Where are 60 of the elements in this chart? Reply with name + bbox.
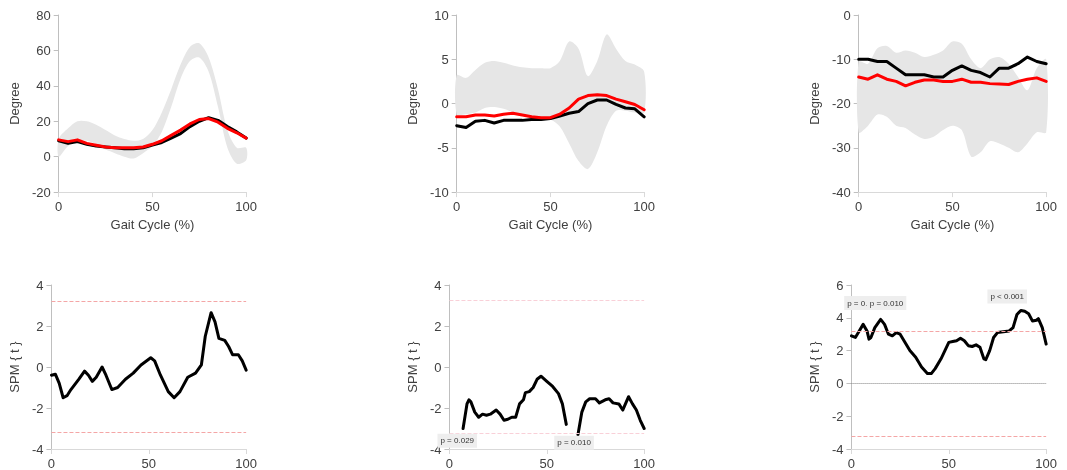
y-tick-label: 4 <box>836 310 844 326</box>
x-tick-label: 100 <box>1035 199 1058 215</box>
y-tick-label: 40 <box>36 78 51 94</box>
y-tick-label: 0 <box>441 96 449 112</box>
y-tick-label: -4 <box>31 441 44 457</box>
annotation: p = 0.010 <box>557 438 592 448</box>
x-tick-label: 100 <box>633 456 656 470</box>
y-axis-title: Degree <box>807 82 822 125</box>
y-tick-label: -40 <box>831 184 851 200</box>
x-axis-title: Gait Cycle (%) <box>910 217 995 232</box>
y-tick-label: 80 <box>36 7 51 23</box>
x-tick-label: 50 <box>543 199 558 215</box>
y-tick-label: 5 <box>441 51 449 67</box>
y-tick-label: 0 <box>36 359 44 375</box>
y-tick-label: 20 <box>36 113 51 129</box>
annotation: p = 0.029 <box>440 436 475 446</box>
y-tick-label: -30 <box>831 140 851 156</box>
y-tick-label: -5 <box>437 140 449 156</box>
y-tick-label: -2 <box>831 408 844 424</box>
y-tick-label: -10 <box>429 184 449 200</box>
x-tick-label: 50 <box>945 199 960 215</box>
y-axis-title: Degree <box>405 82 420 125</box>
x-tick-label: 100 <box>633 199 656 215</box>
y-tick-label: 4 <box>36 277 44 293</box>
x-axis-title: Gait Cycle (%) <box>110 217 195 232</box>
x-tick-label: 100 <box>235 199 258 215</box>
annotation: p = 0.010 <box>869 298 904 308</box>
y-tick-label: -4 <box>831 441 844 457</box>
annotation: p < 0.001 <box>990 291 1025 301</box>
y-axis-title: SPM { t } <box>405 340 420 393</box>
y-axis-title: SPM { t } <box>7 340 22 393</box>
y-tick-label: 0 <box>43 149 51 165</box>
y-axis-title: SPM { t } <box>807 340 822 393</box>
annotation: p = 0. <box>847 298 868 308</box>
y-tick-label: -10 <box>831 51 851 67</box>
x-tick-label: 50 <box>539 456 555 470</box>
x-tick-label: 0 <box>453 199 461 215</box>
x-axis-title: Gait Cycle (%) <box>508 217 593 232</box>
x-tick-label: 50 <box>941 456 957 470</box>
y-tick-label: 0 <box>836 375 844 391</box>
y-axis-title: Degree <box>7 82 22 125</box>
x-tick-label: 0 <box>855 199 863 215</box>
y-tick-label: -2 <box>429 400 442 416</box>
y-tick-label: 6 <box>836 277 844 293</box>
y-tick-label: 4 <box>434 277 442 293</box>
y-tick-label: -20 <box>31 184 51 200</box>
y-tick-label: -2 <box>31 400 44 416</box>
y-tick-label: 60 <box>36 42 51 58</box>
x-tick-label: 50 <box>145 199 160 215</box>
y-tick-label: 2 <box>434 318 442 334</box>
y-tick-label: 0 <box>434 359 442 375</box>
y-tick-label: 2 <box>836 343 844 359</box>
x-tick-label: 50 <box>141 456 157 470</box>
y-tick-label: 2 <box>36 318 44 334</box>
x-tick-label: 100 <box>235 456 258 470</box>
y-tick-label: 0 <box>843 7 851 23</box>
y-tick-label: -20 <box>831 96 851 112</box>
y-tick-label: 10 <box>434 7 449 23</box>
x-tick-label: 100 <box>1035 456 1058 470</box>
x-tick-label: 0 <box>55 199 63 215</box>
